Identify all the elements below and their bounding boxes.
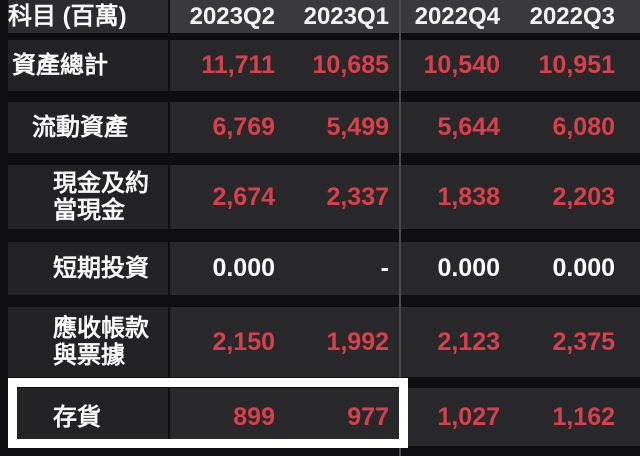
cell-value: 6,769 — [212, 113, 275, 141]
row-values: 0.000 - 0.000 0.000 — [170, 242, 640, 295]
row-separator — [8, 153, 640, 165]
table-header-row: 科目 (百萬) 2023Q2 2023Q1 2022Q4 2022Q3 — [8, 0, 640, 33]
row-label: 應收帳款與票據 — [8, 307, 168, 377]
row-values: 899 977 1,027 1,162 — [170, 388, 640, 446]
cell-value: 899 — [233, 402, 275, 431]
table-row-accounts-receivable: 應收帳款與票據 2,150 1,992 2,123 2,375 — [8, 307, 640, 377]
cell-value: 0.000 — [212, 254, 275, 282]
cell-value: - — [380, 254, 389, 282]
column-header-2022q4: 2022Q4 — [414, 2, 500, 30]
cell-value: 1,992 — [326, 327, 389, 356]
cell-value: 11,711 — [201, 51, 275, 79]
row-label: 流動資產 — [8, 102, 168, 153]
row-separator — [8, 295, 640, 307]
cell-value: 5,644 — [437, 113, 500, 141]
row-values: 2,150 1,992 2,123 2,375 — [170, 307, 640, 377]
cell-value: 0.000 — [437, 254, 500, 282]
cell-value: 1,027 — [437, 402, 500, 431]
table-row-inventory: 存貨 899 977 1,027 1,162 — [8, 388, 640, 446]
cell-value: 977 — [347, 402, 389, 431]
row-label: 短期投資 — [8, 242, 168, 295]
row-values: 2,674 2,337 1,838 2,203 — [170, 165, 640, 229]
column-header-account: 科目 (百萬) — [8, 0, 168, 33]
row-values: 11,711 10,685 10,540 10,951 — [170, 40, 640, 91]
column-header-2023q2: 2023Q2 — [189, 2, 275, 30]
row-values: 6,769 5,499 5,644 6,080 — [170, 102, 640, 153]
table-row-total-assets: 資產總計 11,711 10,685 10,540 10,951 — [8, 40, 640, 91]
header-values: 2023Q2 2023Q1 2022Q4 2022Q3 — [170, 0, 640, 33]
cell-value: 10,951 — [538, 51, 615, 79]
cell-value: 1,838 — [437, 182, 500, 211]
row-separator — [8, 91, 640, 102]
cell-value: 10,685 — [312, 51, 389, 79]
table-row-current-assets: 流動資產 6,769 5,499 5,644 6,080 — [8, 102, 640, 153]
cell-value: 2,123 — [437, 327, 500, 356]
cell-value: 5,499 — [326, 113, 389, 141]
cell-value: 2,203 — [552, 182, 615, 211]
cell-value: 2,337 — [326, 182, 389, 211]
cell-value: 0.000 — [552, 254, 615, 282]
table-row-short-term-investments: 短期投資 0.000 - 0.000 0.000 — [8, 242, 640, 295]
highlight-rectangle — [8, 378, 408, 448]
row-label: 現金及約當現金 — [8, 165, 168, 229]
column-header-2023q1: 2023Q1 — [303, 2, 389, 30]
row-label: 資產總計 — [8, 40, 168, 91]
cell-value: 2,375 — [552, 327, 615, 356]
cell-value: 2,674 — [212, 182, 275, 211]
row-label: 存貨 — [8, 388, 168, 446]
cell-value: 1,162 — [552, 402, 615, 431]
table-row-cash-equivalents: 現金及約當現金 2,674 2,337 1,838 2,203 — [8, 165, 640, 229]
cell-value: 10,540 — [423, 51, 500, 79]
column-group-divider — [399, 0, 401, 456]
column-header-2022q3: 2022Q3 — [529, 2, 615, 30]
cell-value: 2,150 — [212, 327, 275, 356]
cell-value: 6,080 — [552, 113, 615, 141]
row-separator — [8, 33, 640, 40]
row-separator — [8, 229, 640, 242]
